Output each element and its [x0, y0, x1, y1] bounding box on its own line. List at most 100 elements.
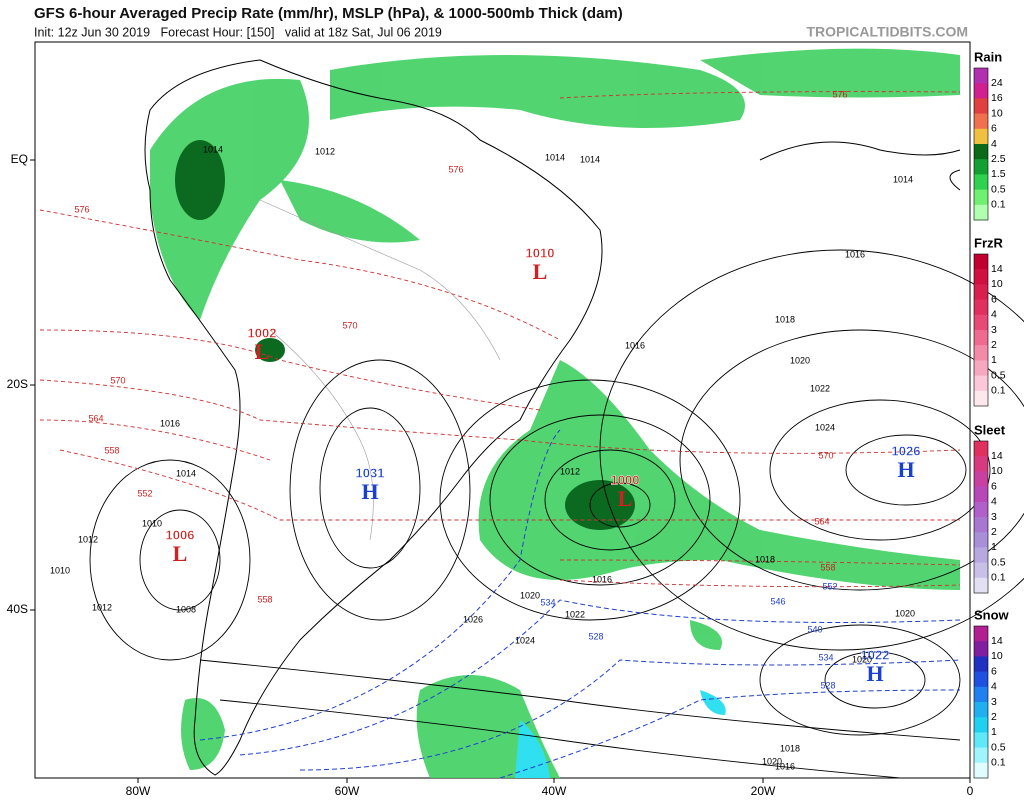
legend-swatch: [974, 517, 988, 533]
contour-label: 1014: [580, 154, 600, 164]
legend-label: 0.5: [991, 183, 1006, 195]
contour-label: 558: [820, 562, 835, 572]
legend-frame: [973, 253, 989, 407]
lat-label: 20S: [7, 377, 28, 391]
coastlines: [144, 59, 961, 776]
legend-title: FrzR: [974, 235, 1004, 250]
pressure-symbol: L: [173, 541, 188, 566]
contour-label: 1022: [810, 383, 830, 393]
legend-swatch: [974, 113, 988, 130]
contour-label: 1022: [565, 609, 585, 619]
pressure-value: 1026: [892, 443, 921, 458]
legend-swatch: [974, 547, 988, 564]
title: GFS 6-hour Averaged Precip Rate (mm/hr),…: [34, 5, 623, 22]
contour-label: 1012: [560, 466, 580, 476]
contour-label: 564: [88, 413, 103, 423]
contour-label: 558: [104, 445, 119, 455]
legend-label: 0.1: [991, 572, 1006, 584]
precip: [150, 48, 960, 778]
contour-label: 576: [448, 164, 463, 174]
legend-swatch: [974, 762, 988, 779]
legend-label: 1: [991, 726, 997, 738]
lon-label: 0: [967, 784, 974, 798]
legend-label: 0.5: [991, 741, 1006, 753]
legend-swatch: [974, 562, 988, 579]
legend-label: 4: [991, 138, 997, 150]
legend-swatch: [974, 314, 988, 331]
legend-label: 3: [991, 324, 997, 336]
legend-swatch: [974, 345, 988, 361]
contour-label: 1026: [463, 614, 483, 624]
legend-label: 4: [991, 496, 997, 508]
contour-label: 552: [137, 488, 152, 498]
contour-label: 1014: [545, 152, 565, 162]
legend-swatch: [974, 83, 988, 99]
lon-label: 80W: [126, 784, 151, 798]
contour-label: 1008: [176, 604, 196, 614]
contour-label: 1010: [50, 565, 70, 575]
pressure-value: 1002: [248, 325, 277, 340]
legend-swatch: [974, 68, 988, 84]
contour-label: 528: [820, 680, 835, 690]
legend-label: 24: [991, 77, 1003, 89]
contour-label: 546: [770, 596, 785, 606]
legend-frame: [973, 625, 989, 779]
legend-swatch: [974, 284, 988, 301]
legend-swatch: [974, 486, 988, 503]
legend-label: 16: [991, 92, 1003, 104]
legend-label: 3: [991, 696, 997, 708]
contour-label: 1010: [142, 518, 162, 528]
contour-label: 1018: [755, 554, 775, 564]
legend-swatch: [974, 144, 988, 160]
contour-label: 540: [807, 624, 822, 634]
legend-swatch: [974, 441, 988, 457]
contour-label: 1014: [203, 144, 223, 154]
legend-label: 2: [991, 339, 997, 351]
legend-label: 0.1: [991, 199, 1006, 211]
pressure-symbol: H: [866, 661, 883, 686]
legend-swatch: [974, 641, 988, 657]
legend-swatch: [974, 159, 988, 175]
legend-label: 10: [991, 107, 1003, 119]
legend-label: 0.1: [991, 757, 1006, 769]
legend-label: 14: [991, 263, 1003, 275]
legend-swatch: [974, 456, 988, 472]
legend-label: 6: [991, 123, 997, 135]
contour-label: 1018: [780, 743, 800, 753]
legend-label: 2: [991, 711, 997, 723]
contour-label: 1014: [893, 174, 913, 184]
contour-label: 570: [110, 375, 125, 385]
legend-label: 0.5: [991, 556, 1006, 568]
contour-label: 1012: [78, 534, 98, 544]
contour-label: 534: [818, 652, 833, 662]
legend-label: 4: [991, 681, 997, 693]
contour-label: 1016: [592, 574, 612, 584]
legend-swatch: [974, 732, 988, 749]
legend-frame: [973, 440, 989, 594]
legend-swatch: [974, 189, 988, 206]
contour-label: 1014: [176, 468, 196, 478]
legend-swatch: [974, 375, 988, 392]
legend-swatch: [974, 299, 988, 316]
contour-label: 552: [822, 581, 837, 591]
lat-label: 40S: [7, 602, 28, 616]
legend-swatch: [974, 98, 988, 115]
legend-swatch: [974, 471, 988, 488]
snow: [515, 690, 726, 778]
contour-label: 1024: [515, 635, 535, 645]
pressure-symbol: H: [361, 479, 378, 504]
legend-label: 14: [991, 635, 1003, 647]
contour-label: 1016: [775, 761, 795, 771]
legend-label: 1.5: [991, 168, 1006, 180]
contour-label: 528: [588, 631, 603, 641]
legend-label: 1: [991, 541, 997, 553]
isobars: [89, 249, 1024, 779]
lon-label: 40W: [542, 784, 567, 798]
legend-label: 10: [991, 278, 1003, 290]
contour-label: 1020: [852, 654, 872, 664]
contour-label: 1018: [775, 314, 795, 324]
legend-swatch: [974, 626, 988, 642]
pressure-symbol: L: [255, 339, 270, 364]
